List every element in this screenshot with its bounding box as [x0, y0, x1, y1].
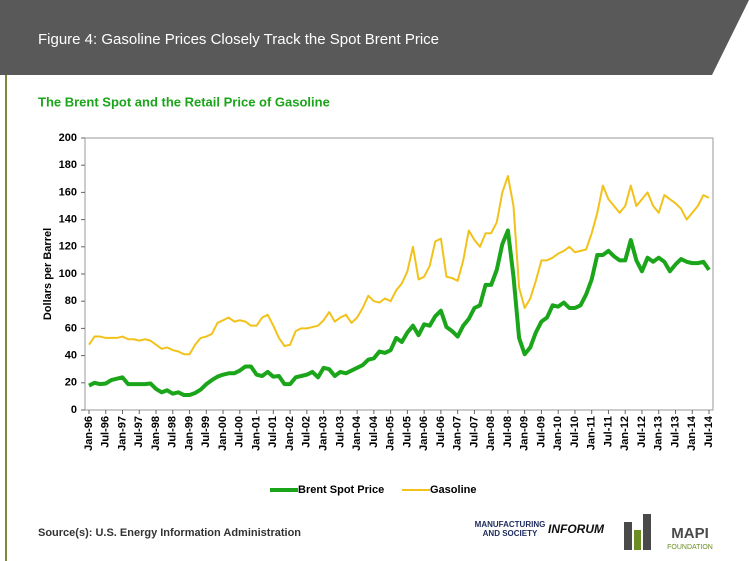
y-axis-label: Dollars per Barrel [42, 228, 54, 320]
logo-shape [624, 522, 632, 550]
x-tick-label: Jul-12 [636, 416, 648, 448]
x-tick-label: Jan-04 [351, 415, 363, 451]
x-tick-label: Jul-05 [401, 416, 413, 448]
x-tick-label: Jan-09 [519, 416, 531, 451]
series-line [88, 228, 711, 398]
x-tick-label: Jan-96 [83, 416, 95, 451]
y-tick-label: 140 [59, 214, 77, 226]
logo-text: MANUFACTURING [475, 520, 546, 529]
x-tick-label: Jan-05 [385, 416, 397, 451]
x-tick-label: Jan-10 [552, 416, 564, 451]
logo-text: INFORUM [548, 522, 605, 536]
x-tick-label: Jul-01 [267, 416, 279, 448]
y-tick-label: 120 [59, 241, 77, 253]
y-tick-label: 200 [59, 132, 77, 144]
x-tick-label: Jul-06 [435, 416, 447, 448]
x-tick-label: Jul-09 [535, 416, 547, 448]
x-tick-label: Jan-02 [284, 416, 296, 451]
x-tick-label: Jan-12 [619, 416, 631, 451]
source: Source(s): U.S. Energy Information Admin… [38, 527, 301, 539]
x-tick-label: Jul-10 [569, 416, 581, 448]
x-tick-label: Jan-97 [116, 416, 128, 451]
plot-frame [84, 137, 714, 411]
x-tick-label: Jul-96 [100, 416, 112, 448]
y-tick-label: 40 [65, 350, 77, 362]
logo-shape [634, 530, 641, 550]
x-tick-label: Jul-98 [167, 416, 179, 448]
logo-text: MAPI [671, 525, 709, 542]
header-bar [0, 0, 749, 75]
x-tick-label: Jan-06 [418, 416, 430, 451]
x-tick-label: Jan-00 [217, 416, 229, 451]
y-tick-label: 160 [59, 186, 77, 198]
x-tick-label: Jul-02 [301, 416, 313, 448]
x-tick-label: Jan-14 [686, 415, 698, 451]
legend-label: Gasoline [430, 484, 476, 496]
x-tick-label: Jan-08 [485, 416, 497, 451]
x-tick-label: Jan-11 [586, 416, 598, 450]
chart-title: The Brent Spot and the Retail Price of G… [38, 94, 330, 109]
x-tick-label: Jul-00 [234, 416, 246, 448]
x-tick-label: Jul-11 [602, 416, 614, 447]
slide-title: Figure 4: Gasoline Prices Closely Track … [38, 31, 439, 48]
logo-shape [643, 514, 651, 550]
y-tick-label: 0 [71, 404, 77, 416]
logo-text: FOUNDATION [667, 544, 713, 551]
x-tick-label: Jan-13 [653, 416, 665, 451]
x-tick-label: Jul-13 [669, 416, 681, 448]
x-tick-label: Jul-97 [133, 416, 145, 448]
y-tick-label: 80 [65, 295, 77, 307]
x-tick-label: Jan-01 [250, 416, 262, 451]
legend-label: Brent Spot Price [298, 484, 384, 496]
x-tick-label: Jan-99 [183, 416, 195, 451]
x-tick-label: Jul-04 [368, 415, 380, 448]
y-tick-label: 60 [65, 322, 77, 334]
logo-text: AND SOCIETY [483, 529, 538, 538]
x-tick-label: Jul-99 [200, 416, 212, 448]
y-tick-label: 180 [59, 159, 77, 171]
x-tick-label: Jan-07 [452, 416, 464, 451]
series-line [88, 175, 710, 356]
x-tick-label: Jan-98 [150, 416, 162, 451]
x-tick-label: Jan-03 [318, 416, 330, 451]
y-tick-label: 100 [59, 268, 77, 280]
x-tick-label: Jul-03 [334, 416, 346, 448]
x-tick-label: Jul-08 [502, 416, 514, 448]
y-tick-label: 20 [65, 377, 77, 389]
x-tick-label: Jul-14 [703, 415, 715, 448]
x-tick-label: Jul-07 [468, 416, 480, 448]
